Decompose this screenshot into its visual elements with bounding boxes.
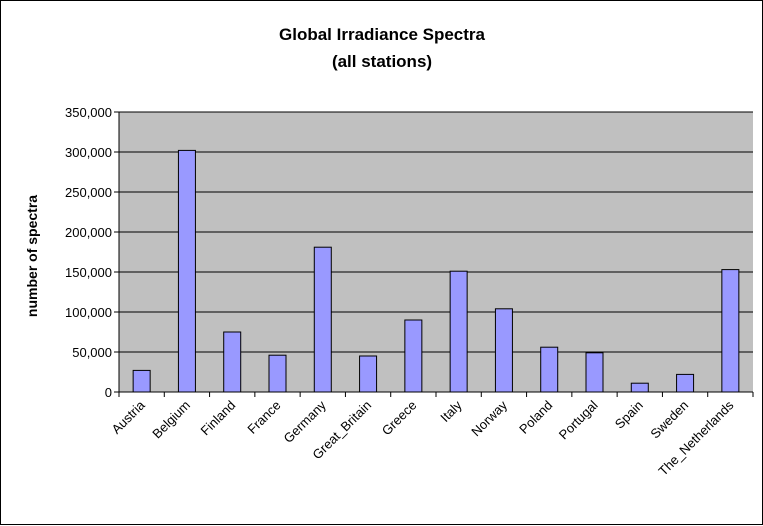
- y-tick-label: 50,000: [72, 345, 112, 360]
- y-tick-label: 100,000: [65, 305, 112, 320]
- bar-germany: [313, 246, 332, 393]
- bar-austria: [132, 369, 151, 393]
- bar-italy: [449, 270, 468, 393]
- x-tick-label: Greece: [379, 398, 420, 439]
- chart-title: Global Irradiance Spectra: [279, 25, 486, 44]
- x-tick-label: Norway: [468, 397, 510, 439]
- x-tick-labels: Austria Belgium Finland FranceGermanyGreat_…: [109, 397, 737, 479]
- x-tick-label: Austria: [109, 397, 149, 437]
- bar-france: [268, 354, 287, 393]
- bar-finland: [223, 331, 242, 393]
- x-tick-label: Belgium: [149, 398, 193, 442]
- y-tick-label: 0: [105, 385, 112, 400]
- x-tick-label: Poland: [516, 398, 555, 437]
- x-tick-label: Spain: [612, 398, 646, 432]
- y-tick-label: 150,000: [65, 265, 112, 280]
- bar-spain: [630, 382, 649, 393]
- x-tick-label: Sweden: [647, 398, 691, 442]
- y-axis-label: number of spectra: [24, 195, 40, 317]
- bar-belgium: [177, 149, 196, 393]
- y-tick-label: 250,000: [65, 185, 112, 200]
- axes: [118, 112, 753, 393]
- y-tick-label: 300,000: [65, 145, 112, 160]
- x-tick-label: Portugal: [556, 397, 601, 442]
- y-tick-label: 350,000: [65, 105, 112, 120]
- bar-greece: [404, 319, 423, 393]
- chart-subtitle: (all stations): [332, 52, 432, 71]
- y-tick-labels: 0 50,000 100,000 150,000 200,000 250,000 300,0…: [65, 105, 112, 400]
- x-tick-label: Italy: [437, 397, 465, 425]
- bar-the-netherlands: [721, 269, 740, 393]
- bar-great-britain: [359, 355, 378, 393]
- y-tick-label: 200,000: [65, 225, 112, 240]
- bar-portugal: [585, 352, 604, 393]
- plot-area: [119, 112, 753, 392]
- bar-sweden: [676, 373, 695, 393]
- x-tick-label: Finland: [198, 398, 239, 439]
- x-tick-label: France: [244, 398, 283, 437]
- bar-norway: [494, 308, 513, 393]
- bar-poland: [540, 346, 559, 393]
